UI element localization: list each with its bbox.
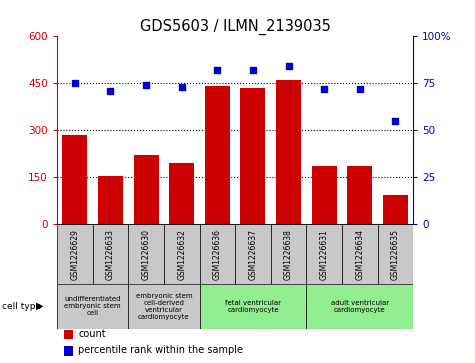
Bar [93, 224, 128, 284]
Bar [64, 330, 73, 339]
Bar [240, 88, 266, 224]
Bar [133, 155, 159, 224]
Text: embryonic stem
cell-derived
ventricular
cardiomyocyte: embryonic stem cell-derived ventricular … [135, 293, 192, 320]
Bar [164, 224, 200, 284]
Point [142, 82, 150, 88]
Bar [312, 167, 337, 224]
Bar [169, 163, 194, 224]
Bar [383, 195, 408, 224]
Text: GSM1226630: GSM1226630 [142, 229, 151, 280]
Bar [62, 135, 87, 224]
Bar [378, 224, 413, 284]
Bar [235, 224, 271, 284]
Point [106, 88, 114, 94]
Text: GSM1226636: GSM1226636 [213, 229, 222, 280]
Bar [57, 284, 128, 329]
Bar [306, 284, 413, 329]
Bar [205, 86, 230, 224]
Bar [347, 167, 372, 224]
Text: GSM1226635: GSM1226635 [391, 229, 400, 280]
Bar [128, 284, 200, 329]
Point [213, 67, 221, 73]
Text: GSM1226631: GSM1226631 [320, 229, 329, 280]
Text: fetal ventricular
cardiomyocyte: fetal ventricular cardiomyocyte [225, 300, 281, 313]
Text: GSM1226633: GSM1226633 [106, 229, 115, 280]
Bar [276, 80, 301, 224]
Text: cell type: cell type [2, 302, 41, 311]
Text: GSM1226629: GSM1226629 [70, 229, 79, 280]
Point [285, 64, 293, 69]
Bar [64, 346, 73, 356]
Title: GDS5603 / ILMN_2139035: GDS5603 / ILMN_2139035 [140, 19, 331, 35]
Bar [98, 176, 123, 224]
Bar [128, 224, 164, 284]
Text: adult ventricular
cardiomyocyte: adult ventricular cardiomyocyte [331, 300, 389, 313]
Point [178, 84, 185, 90]
Bar [57, 224, 93, 284]
Point [356, 86, 364, 92]
Text: GSM1226637: GSM1226637 [248, 229, 257, 280]
Bar [342, 224, 378, 284]
Point [320, 86, 328, 92]
Text: GSM1226632: GSM1226632 [177, 229, 186, 280]
Point [71, 81, 79, 86]
Text: ▶: ▶ [36, 301, 44, 311]
Bar [271, 224, 306, 284]
Text: count: count [78, 329, 106, 339]
Point [249, 67, 256, 73]
Text: GSM1226638: GSM1226638 [284, 229, 293, 280]
Point [391, 118, 399, 124]
Text: GSM1226634: GSM1226634 [355, 229, 364, 280]
Text: percentile rank within the sample: percentile rank within the sample [78, 345, 243, 355]
Bar [200, 224, 235, 284]
Bar [306, 224, 342, 284]
Text: undifferentiated
embryonic stem
cell: undifferentiated embryonic stem cell [64, 296, 121, 316]
Bar [200, 284, 306, 329]
